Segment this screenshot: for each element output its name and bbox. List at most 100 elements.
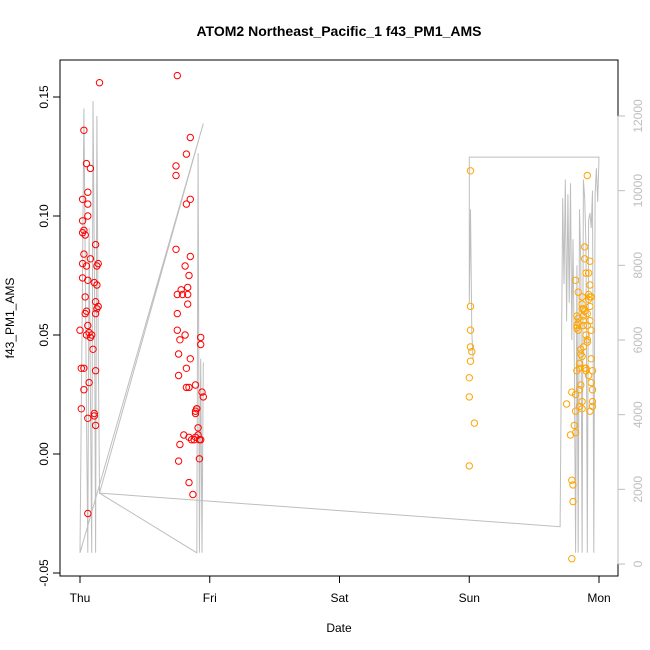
data-point (197, 333, 205, 342)
data-point (578, 405, 586, 413)
data-point (466, 302, 475, 311)
data-point (578, 293, 586, 301)
data-point (568, 555, 576, 563)
data-point (178, 290, 187, 299)
data-point (577, 381, 585, 389)
data-point (90, 409, 99, 418)
data-point (582, 269, 590, 277)
data-point (568, 476, 576, 484)
data-point (176, 440, 184, 449)
data-point (470, 419, 479, 427)
data-point (571, 390, 580, 399)
y2-tick-label: 10000 (631, 174, 645, 208)
data-point (574, 326, 582, 334)
data-point (84, 188, 92, 196)
data-point (586, 257, 594, 265)
data-point (579, 343, 588, 351)
data-point (579, 312, 588, 320)
data-point (94, 302, 102, 311)
data-point (86, 164, 95, 173)
data-point (89, 345, 97, 353)
data-point (78, 195, 87, 204)
data-point (85, 328, 93, 337)
data-point (80, 386, 88, 394)
data-point (93, 281, 101, 289)
data-point (583, 336, 591, 344)
data-point (191, 381, 200, 389)
data-point (185, 271, 193, 280)
data-point (581, 243, 589, 251)
data-point (582, 331, 590, 339)
data-point (82, 159, 91, 168)
y2-tick-label: 12000 (631, 99, 645, 133)
data-point (187, 436, 196, 444)
data-point (583, 338, 591, 346)
data-point (193, 405, 201, 413)
data-point (579, 321, 588, 330)
data-point (173, 309, 182, 318)
x-tick-label: Sat (330, 591, 349, 605)
data-point (94, 259, 102, 268)
data-points-layer (76, 71, 597, 563)
data-point (91, 309, 100, 318)
data-point (562, 400, 571, 408)
data-point (569, 497, 577, 506)
y2-tick-label: 4000 (631, 401, 645, 428)
data-point (182, 364, 191, 372)
data-point (199, 393, 208, 401)
data-point (76, 326, 84, 334)
data-point (465, 374, 473, 382)
data-point (80, 250, 88, 258)
data-point (582, 364, 590, 372)
x-tick-label: Fri (203, 591, 217, 605)
data-point (182, 150, 191, 158)
data-point (575, 386, 584, 394)
y-tick-label: 0.00 (37, 442, 51, 466)
data-point (587, 326, 595, 334)
y-tick-label: -0.05 (37, 559, 51, 587)
data-point (189, 490, 197, 499)
data-point (586, 317, 594, 325)
y2-tick-label: 2000 (631, 476, 645, 503)
data-point (81, 293, 89, 301)
data-point (578, 397, 586, 406)
data-point (84, 212, 92, 220)
altitude-line (79, 101, 600, 553)
data-point (578, 352, 586, 361)
data-point (82, 262, 91, 270)
data-point (173, 290, 182, 299)
data-point (194, 424, 202, 432)
data-point (466, 357, 475, 365)
data-point (177, 286, 185, 294)
data-point (88, 331, 96, 339)
data-point (78, 217, 87, 225)
data-point (181, 331, 189, 339)
data-point (84, 200, 92, 208)
data-point (186, 133, 195, 142)
data-point (583, 171, 591, 180)
data-point (466, 343, 475, 351)
plot-frame (59, 59, 619, 577)
altitude-line-layer (79, 101, 600, 554)
data-point (91, 421, 100, 430)
data-point (86, 255, 95, 263)
data-point (184, 290, 192, 299)
data-point (466, 326, 475, 334)
x-axis: Thu Fri Sat Sun Mon (70, 575, 611, 605)
data-point (172, 245, 180, 254)
data-point (569, 481, 577, 489)
data-point (186, 355, 195, 363)
data-point (570, 421, 578, 430)
data-point (90, 278, 99, 287)
data-point (84, 276, 92, 284)
data-point (174, 350, 183, 358)
data-point (574, 288, 582, 296)
data-point (466, 167, 475, 175)
data-point (90, 412, 99, 420)
data-point (172, 162, 180, 170)
data-point (587, 355, 595, 363)
data-point (195, 455, 204, 463)
data-point (575, 359, 584, 368)
data-point (184, 283, 192, 292)
data-point (465, 393, 473, 401)
